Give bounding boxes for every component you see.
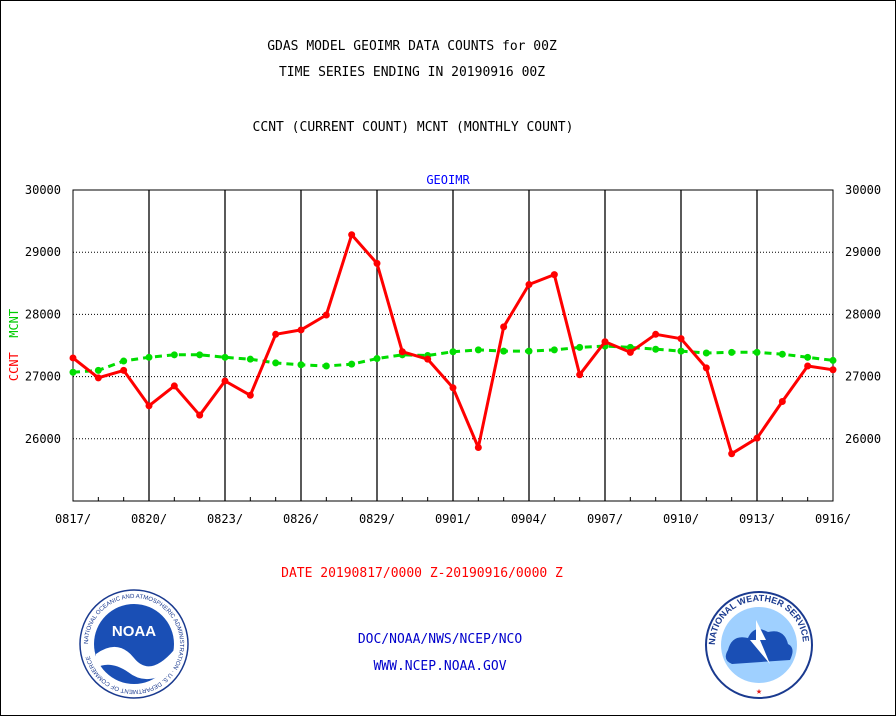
data-point-ccnt xyxy=(272,330,280,338)
data-point-ccnt xyxy=(652,330,660,338)
x-tick-label: 0901/ xyxy=(435,512,471,526)
chart-title-line1: GDAS MODEL GEOIMR DATA COUNTS for 00Z xyxy=(267,39,557,54)
data-point-ccnt xyxy=(246,391,254,399)
nws-star-icon: ★ xyxy=(756,686,762,697)
data-point-ccnt xyxy=(297,326,305,334)
data-point-mcnt xyxy=(69,368,77,376)
chart-subtitle: CCNT (CURRENT COUNT) MCNT (MONTHLY COUNT… xyxy=(252,120,574,135)
data-point-mcnt xyxy=(170,351,178,359)
data-point-ccnt xyxy=(601,338,609,346)
plot-title: GEOIMR xyxy=(426,173,470,187)
data-point-mcnt xyxy=(120,357,128,365)
credit-line-2: WWW.NCEP.NOAA.GOV xyxy=(373,659,507,674)
x-tick-label: 0916/ xyxy=(815,512,851,526)
data-point-ccnt xyxy=(778,397,786,405)
data-point-ccnt xyxy=(728,450,736,458)
tick-layer: 26000 26000 27000 27000 28000 28000 29000 29000… xyxy=(25,183,881,526)
data-point-mcnt xyxy=(246,355,254,363)
data-point-mcnt xyxy=(778,350,786,358)
x-tick-label: 0904/ xyxy=(511,512,547,526)
data-point-mcnt xyxy=(677,347,685,355)
data-point-mcnt xyxy=(348,360,356,368)
data-point-mcnt xyxy=(474,346,482,354)
data-point-ccnt xyxy=(449,384,457,392)
grid-layer xyxy=(73,190,833,501)
noaa-logo: NOAA NATIONAL OCEANIC AND ATMOSPHERIC AD… xyxy=(79,589,189,699)
data-point-mcnt xyxy=(804,353,812,361)
x-tick-label: 0823/ xyxy=(207,512,243,526)
data-point-ccnt xyxy=(398,348,406,356)
data-point-ccnt xyxy=(196,411,204,419)
y-tick-label-left: 29000 xyxy=(25,245,61,259)
data-point-ccnt xyxy=(753,434,761,442)
data-point-mcnt xyxy=(221,353,229,361)
chart-title-line2: TIME SERIES ENDING IN 20190916 00Z xyxy=(278,65,546,80)
data-point-ccnt xyxy=(170,382,178,390)
x-tick-label: 0826/ xyxy=(283,512,319,526)
data-point-ccnt xyxy=(348,231,356,239)
data-point-mcnt xyxy=(145,353,153,361)
data-point-mcnt xyxy=(525,347,533,355)
data-point-ccnt xyxy=(322,311,330,319)
data-point-ccnt xyxy=(804,362,812,370)
data-point-ccnt xyxy=(626,348,634,356)
data-point-mcnt xyxy=(196,351,204,359)
y-tick-label-right: 28000 xyxy=(845,307,881,321)
noaa-logo-text: NOAA xyxy=(112,623,156,640)
y-tick-label-left: 30000 xyxy=(25,183,61,197)
data-point-ccnt xyxy=(525,281,533,289)
data-point-ccnt xyxy=(120,366,128,374)
y-tick-label-left: 26000 xyxy=(25,432,61,446)
data-point-mcnt xyxy=(272,359,280,367)
data-point-mcnt xyxy=(753,348,761,356)
data-point-mcnt xyxy=(94,366,102,374)
data-point-ccnt xyxy=(474,444,482,452)
data-point-mcnt xyxy=(652,345,660,353)
series-layer xyxy=(69,231,837,458)
data-point-ccnt xyxy=(221,377,229,385)
data-point-mcnt xyxy=(550,346,558,354)
y-tick-label-right: 29000 xyxy=(845,245,881,259)
data-point-ccnt xyxy=(94,374,102,382)
y-tick-label-left: 27000 xyxy=(25,370,61,384)
y-tick-label-right: 27000 xyxy=(845,370,881,384)
data-point-ccnt xyxy=(576,371,584,379)
x-tick-label: 0817/ xyxy=(55,512,91,526)
data-point-ccnt xyxy=(550,271,558,279)
x-tick-label: 0913/ xyxy=(739,512,775,526)
y-tick-label-left: 28000 xyxy=(25,307,61,321)
data-point-mcnt xyxy=(322,362,330,370)
data-point-ccnt xyxy=(373,259,381,267)
date-range: DATE 20190817/0000 Z-20190916/0000 Z xyxy=(281,566,563,581)
data-point-mcnt xyxy=(702,349,710,357)
data-point-ccnt xyxy=(500,323,508,331)
y-tick-label-right: 30000 xyxy=(845,183,881,197)
x-tick-label: 0910/ xyxy=(663,512,699,526)
data-point-ccnt xyxy=(145,402,153,410)
data-point-ccnt xyxy=(677,335,685,343)
credit-line-1: DOC/NOAA/NWS/NCEP/NCO xyxy=(357,632,523,647)
y-tick-label-right: 26000 xyxy=(845,432,881,446)
data-point-mcnt xyxy=(576,343,584,351)
data-point-ccnt xyxy=(829,366,837,374)
data-point-mcnt xyxy=(829,356,837,364)
x-tick-label: 0829/ xyxy=(359,512,395,526)
data-point-ccnt xyxy=(424,355,432,363)
data-point-ccnt xyxy=(69,354,77,362)
data-point-mcnt xyxy=(373,355,381,363)
data-point-mcnt xyxy=(297,361,305,369)
nws-logo: NATIONAL WEATHER SERVICE ★ xyxy=(705,591,813,699)
x-tick-label: 0820/ xyxy=(131,512,167,526)
data-point-mcnt xyxy=(500,347,508,355)
data-point-mcnt xyxy=(449,348,457,356)
data-point-mcnt xyxy=(626,343,634,351)
data-point-mcnt xyxy=(728,348,736,356)
data-point-ccnt xyxy=(702,364,710,372)
x-tick-label: 0907/ xyxy=(587,512,623,526)
